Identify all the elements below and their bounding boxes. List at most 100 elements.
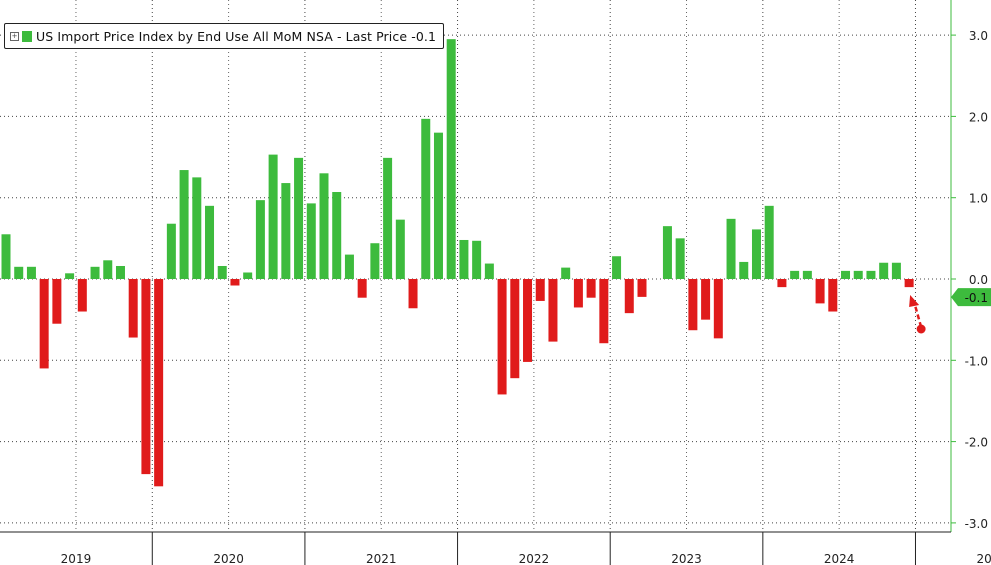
- x-axis: 2019 2020 2021 2022 2023 2024 2025: [0, 531, 991, 565]
- bar: [497, 279, 507, 395]
- bar: [268, 154, 278, 279]
- bars: [1, 39, 914, 487]
- x-tick-label: 2023: [671, 552, 702, 565]
- x-tick-label: 2024: [824, 552, 855, 565]
- annotation-arrow-line: [912, 301, 923, 328]
- bar: [904, 279, 914, 288]
- bar: [891, 262, 901, 279]
- y-tick-label: 1.0: [969, 192, 988, 206]
- bar: [154, 279, 164, 487]
- bar: [446, 39, 456, 279]
- bar: [713, 279, 723, 339]
- y-tick-label: 3.0: [969, 29, 988, 43]
- bar: [141, 279, 151, 475]
- bar: [472, 240, 482, 279]
- x-tick-label: 2021: [366, 552, 397, 565]
- bar: [662, 226, 672, 279]
- bar: [459, 239, 469, 279]
- annotation-dot: [916, 324, 926, 334]
- bar: [294, 157, 304, 279]
- bar: [790, 270, 800, 279]
- bar: [332, 192, 342, 279]
- bar: [217, 265, 227, 279]
- bar: [777, 279, 787, 288]
- y-tick-label: -3.0: [965, 517, 988, 531]
- bar: [866, 270, 876, 279]
- bar: [128, 279, 138, 338]
- bar: [255, 200, 265, 279]
- bar: [675, 238, 685, 279]
- bar: [1, 234, 11, 279]
- bar: [688, 279, 698, 331]
- bar: [243, 272, 253, 279]
- legend-last-value: -0.1: [411, 28, 437, 44]
- x-tick-label: 2022: [519, 552, 550, 565]
- bar: [39, 279, 49, 369]
- bar: [421, 118, 431, 280]
- bar: [26, 266, 36, 279]
- bar: [77, 279, 87, 312]
- bar: [370, 243, 380, 279]
- bar: [637, 279, 647, 297]
- bar: [561, 267, 571, 279]
- bar: [52, 279, 62, 324]
- bar: [306, 203, 316, 279]
- bar: [624, 279, 634, 314]
- bar: [815, 279, 825, 304]
- bar: [523, 279, 533, 362]
- last-value-marker: -0.1: [909, 288, 991, 334]
- legend-title: US Import Price Index by End Use All MoM…: [36, 28, 333, 44]
- legend-swatch: [22, 30, 32, 42]
- bar: [166, 223, 176, 279]
- bar: [841, 270, 851, 279]
- bar: [510, 279, 520, 379]
- y-tick-label: 0.0: [969, 273, 988, 287]
- bar: [433, 132, 443, 279]
- bar: [344, 254, 354, 279]
- bar: [115, 265, 125, 279]
- legend-last-price-label: Last Price: [345, 28, 408, 44]
- bar: [586, 279, 596, 298]
- bar: [357, 279, 367, 298]
- bar: [90, 266, 100, 279]
- y-tick-label: -1.0: [965, 354, 988, 368]
- bar: [751, 229, 761, 279]
- bar: [764, 205, 774, 279]
- legend[interactable]: + US Import Price Index by End Use All M…: [4, 23, 445, 49]
- y-tick-label: -2.0: [965, 436, 988, 450]
- bar: [739, 261, 749, 279]
- bar: [535, 279, 545, 301]
- bar: [319, 173, 329, 279]
- bar: [853, 270, 863, 279]
- bar: [599, 279, 609, 344]
- annotation-arrow-head: [909, 295, 920, 307]
- bar: [548, 279, 558, 342]
- bar: [395, 219, 405, 279]
- bar: [726, 218, 736, 279]
- bar: [230, 279, 240, 286]
- bar: [612, 256, 622, 279]
- bar: [281, 183, 291, 279]
- bar: [192, 177, 202, 279]
- bar: [701, 279, 711, 320]
- bar: [408, 279, 418, 309]
- bar: [179, 170, 189, 279]
- y-tick-label: 2.0: [969, 110, 988, 124]
- bar: [205, 205, 215, 279]
- legend-toggle-icon[interactable]: +: [10, 31, 19, 41]
- last-value-flag: [951, 288, 991, 307]
- bar: [879, 262, 889, 279]
- last-value-label: -0.1: [965, 291, 988, 305]
- bar: [828, 279, 838, 312]
- x-tick-label: 2020: [213, 552, 244, 565]
- bar: [14, 266, 24, 279]
- bar: [383, 157, 393, 279]
- x-tick-label: 2019: [61, 552, 92, 565]
- bar: [573, 279, 583, 308]
- y-axis: -3.0 -2.0 -1.0 0.0 1.0 2.0 3.0: [950, 0, 988, 532]
- bar: [802, 270, 812, 279]
- x-tick-label: 2025: [977, 552, 991, 565]
- bar: [65, 273, 75, 279]
- bar: [103, 260, 113, 279]
